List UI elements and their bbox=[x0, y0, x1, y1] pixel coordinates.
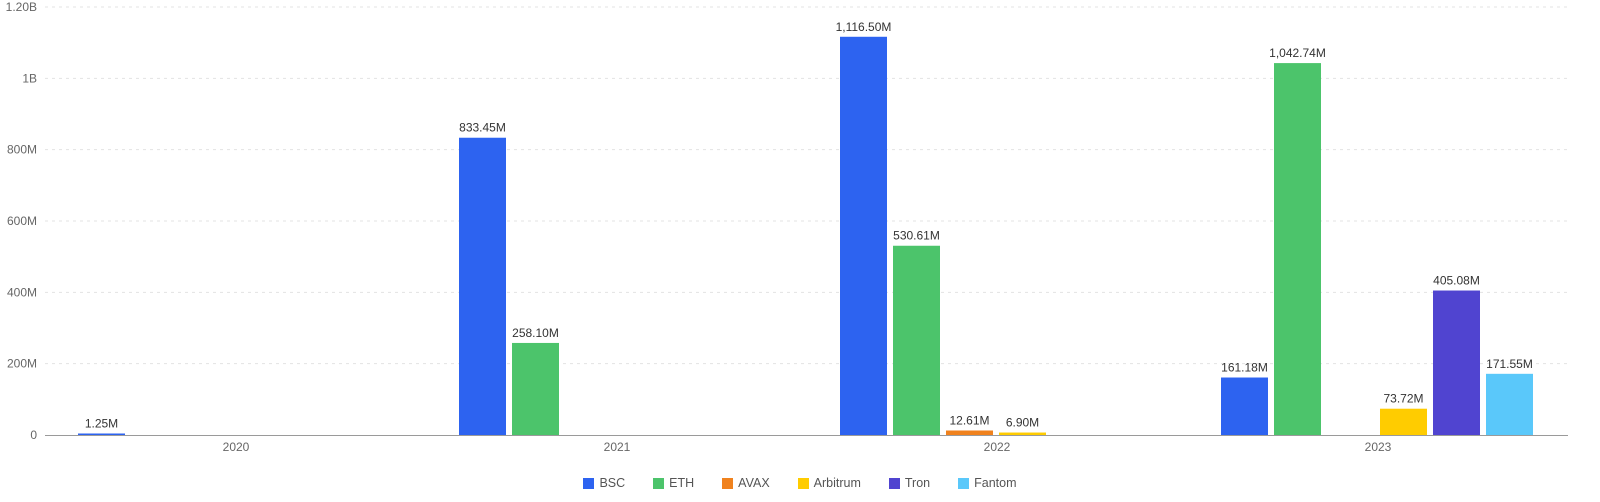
data-label: 1,116.50M bbox=[836, 20, 892, 34]
bar-bsc-2021 bbox=[459, 137, 506, 436]
legend-item-eth[interactable]: ETH bbox=[653, 476, 694, 490]
legend-swatch bbox=[583, 477, 595, 489]
bar-eth-2023 bbox=[1274, 63, 1321, 435]
y-tick-label: 200M bbox=[7, 357, 37, 371]
legend-label: Tron bbox=[904, 476, 931, 490]
legend: BSC ETH AVAX Arbitrum Tron Fantom bbox=[0, 472, 1600, 494]
legend-item-avax[interactable]: AVAX bbox=[722, 476, 770, 490]
legend-swatch bbox=[653, 477, 665, 489]
data-label: 405.08M bbox=[1433, 274, 1480, 288]
legend-item-arbitrum[interactable]: Arbitrum bbox=[797, 476, 861, 490]
data-label: 12.61M bbox=[949, 414, 989, 428]
x-tick-label: 2021 bbox=[604, 440, 631, 454]
bar-arbitrum-2022 bbox=[999, 432, 1046, 435]
data-label: 6.90M bbox=[1006, 416, 1039, 430]
legend-item-bsc[interactable]: BSC bbox=[583, 476, 625, 490]
bar-eth-2022 bbox=[893, 245, 940, 435]
bar-chart: 0 200M 400M 600M 800M 1B 1.20B 2020 2021 2022 2023… bbox=[6, 0, 1568, 454]
x-tick-label: 2023 bbox=[1365, 440, 1392, 454]
legend-swatch bbox=[958, 477, 970, 489]
data-label: 258.10M bbox=[512, 326, 559, 340]
y-tick-label: 600M bbox=[7, 214, 37, 228]
x-tick-label: 2020 bbox=[223, 440, 250, 454]
x-tick-label: 2022 bbox=[984, 440, 1011, 454]
bar-arbitrum-2023 bbox=[1380, 408, 1427, 435]
bar-bsc-2020 bbox=[78, 433, 125, 435]
data-label: 833.45M bbox=[459, 121, 506, 135]
legend-label: Fantom bbox=[974, 476, 1017, 490]
legend-swatch bbox=[722, 477, 734, 489]
y-tick-label: 400M bbox=[7, 285, 37, 299]
y-tick-label: 1B bbox=[22, 71, 37, 85]
data-label: 1,042.74M bbox=[1269, 46, 1326, 60]
bar-bsc-2023 bbox=[1221, 377, 1268, 435]
bar-bsc-2022 bbox=[840, 36, 887, 435]
data-label: 1.25M bbox=[85, 417, 118, 431]
legend-label: BSC bbox=[599, 476, 626, 490]
legend-item-tron[interactable]: Tron bbox=[888, 476, 931, 490]
y-tick-label: 1.20B bbox=[6, 0, 37, 14]
legend-label: AVAX bbox=[738, 476, 770, 490]
legend-label: ETH bbox=[669, 476, 695, 490]
data-label: 161.18M bbox=[1221, 361, 1268, 375]
bar-tron-2023 bbox=[1433, 290, 1480, 435]
y-tick-label: 0 bbox=[30, 428, 37, 442]
legend-swatch bbox=[888, 477, 900, 489]
y-tick-label: 800M bbox=[7, 143, 37, 157]
data-label: 171.55M bbox=[1486, 357, 1533, 371]
legend-label: Arbitrum bbox=[813, 476, 861, 490]
data-label: 73.72M bbox=[1383, 392, 1423, 406]
bar-eth-2021 bbox=[512, 342, 559, 435]
data-label: 530.61M bbox=[893, 229, 940, 243]
bar-fantom-2023 bbox=[1486, 373, 1533, 435]
legend-swatch bbox=[797, 477, 809, 489]
bar-avax-2022 bbox=[946, 430, 993, 435]
legend-item-fantom[interactable]: Fantom bbox=[958, 476, 1017, 490]
